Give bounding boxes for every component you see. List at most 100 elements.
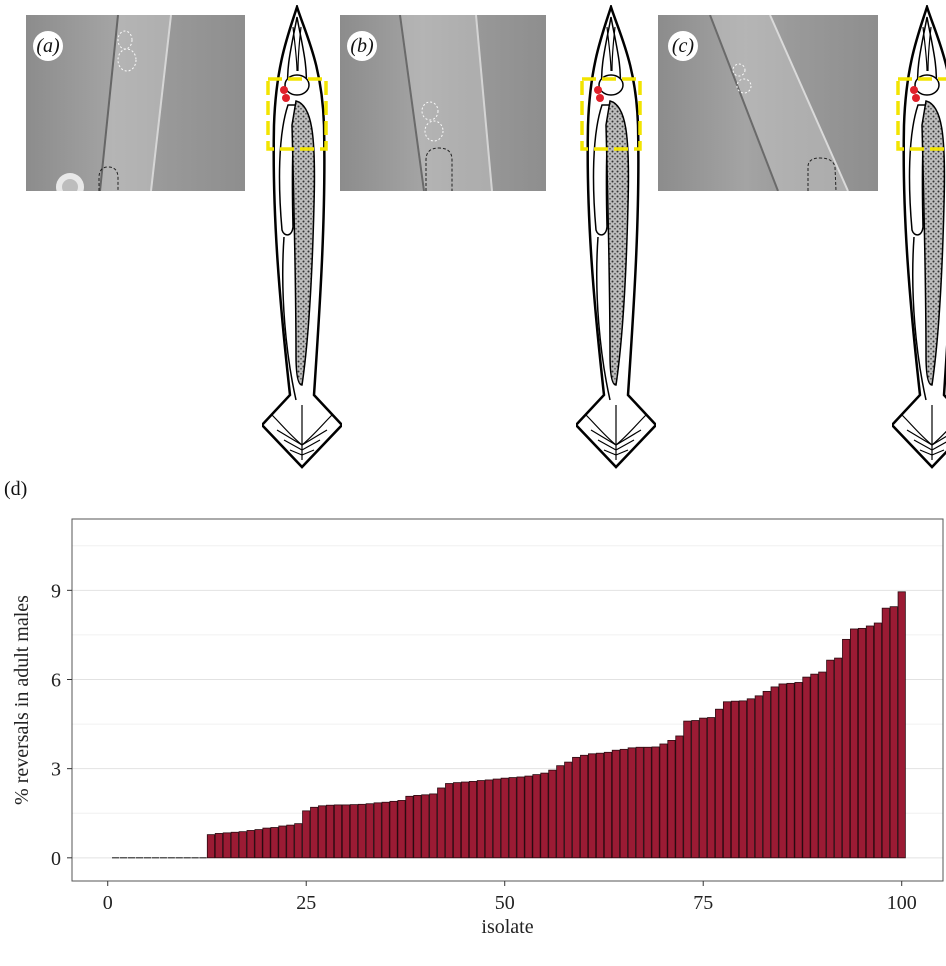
pharynx-bulb-outline: [425, 147, 453, 191]
bar: [715, 708, 724, 859]
bar: [707, 717, 716, 859]
neuron-outline: [117, 30, 137, 72]
bar: [762, 690, 771, 859]
bar: [651, 746, 660, 859]
worm-schematic-b: [576, 5, 656, 469]
bar: [826, 659, 835, 859]
bar: [635, 746, 644, 859]
neuron-outline: [421, 101, 444, 142]
bar: [468, 781, 478, 859]
bar: [857, 627, 867, 859]
worm-schematic-a: [262, 5, 342, 469]
bar: [675, 735, 684, 859]
bar: [365, 803, 374, 859]
bar: [460, 781, 470, 859]
plot-frame: [71, 518, 944, 882]
bar: [564, 761, 573, 859]
bar: [397, 800, 406, 859]
bar: [254, 829, 263, 859]
bar: [683, 720, 692, 859]
bar: [524, 775, 533, 859]
bar: [722, 701, 732, 859]
bar: [389, 800, 398, 859]
bar: [794, 682, 803, 859]
bar: [588, 753, 597, 859]
bar: [850, 628, 859, 859]
amphid-neuron-marker: [910, 86, 920, 102]
bar: [294, 823, 303, 859]
x-tick-label: 75: [693, 892, 713, 914]
bar: [842, 638, 851, 859]
bar: [865, 625, 875, 859]
bar: [746, 698, 755, 859]
chart-bars: [206, 591, 906, 859]
highlight-box: [580, 77, 642, 151]
bar: [445, 783, 454, 859]
bar: [834, 657, 843, 859]
bar: [341, 804, 350, 859]
bar: [659, 743, 668, 859]
bar: [357, 803, 366, 859]
bar: [453, 782, 462, 859]
micrograph-a: (a): [26, 15, 245, 191]
neuron-outline: [732, 63, 752, 94]
bar: [476, 780, 485, 859]
bar: [818, 671, 827, 859]
panel-label-a: (a): [33, 31, 63, 61]
bar: [556, 765, 565, 859]
worm-schematic-c: [892, 5, 946, 469]
x-tick-label: 100: [887, 892, 917, 914]
bar: [222, 832, 231, 859]
bar: [770, 686, 779, 859]
bar: [246, 830, 255, 859]
bar: [691, 720, 700, 859]
bar: [206, 834, 215, 859]
bar: [532, 774, 541, 859]
y-tick-label: 9: [51, 580, 61, 602]
highlight-box: [266, 77, 328, 151]
bar: [810, 673, 819, 859]
y-tick-label: 0: [51, 848, 61, 870]
bar: [627, 747, 636, 859]
bar: [429, 793, 438, 859]
y-tick-label: 6: [51, 669, 61, 691]
panel-label-b: (b): [347, 31, 377, 61]
amphid-neuron-marker: [594, 86, 604, 102]
y-tick-label: 3: [51, 759, 61, 781]
bar: [214, 833, 223, 859]
bar: [619, 748, 628, 859]
bar: [349, 804, 358, 859]
bar: [484, 779, 493, 859]
panel-label-c: (c): [668, 31, 698, 61]
bar: [373, 802, 382, 859]
x-tick-label: 50: [495, 892, 515, 914]
bar: [786, 682, 795, 859]
bar: [802, 676, 811, 859]
bar: [730, 700, 740, 859]
bar: [580, 754, 589, 859]
bar: [333, 804, 343, 859]
x-tick-label: 0: [103, 892, 113, 914]
bar: [540, 772, 549, 859]
bar: [437, 787, 446, 859]
bar: [421, 794, 430, 859]
bar: [230, 831, 239, 859]
bar: [595, 752, 605, 859]
bar: [603, 751, 612, 859]
bar: [881, 607, 890, 859]
y-axis-label: % reversals in adult males: [11, 595, 33, 805]
bar: [897, 591, 906, 859]
pharynx-bulb-outline: [807, 157, 837, 191]
bar: [873, 622, 882, 859]
bar: [738, 700, 747, 859]
bar: [611, 749, 620, 859]
chart-ticks: 0 3 6 9 0 25 50 75 100: [51, 580, 917, 914]
bar: [302, 810, 311, 859]
bar: [548, 769, 557, 859]
bar: [516, 776, 525, 859]
bar: [643, 746, 652, 859]
bar: [310, 806, 319, 859]
bar: [286, 824, 295, 859]
pharynx-bulb-outline: [98, 166, 119, 191]
bar: [270, 827, 279, 859]
